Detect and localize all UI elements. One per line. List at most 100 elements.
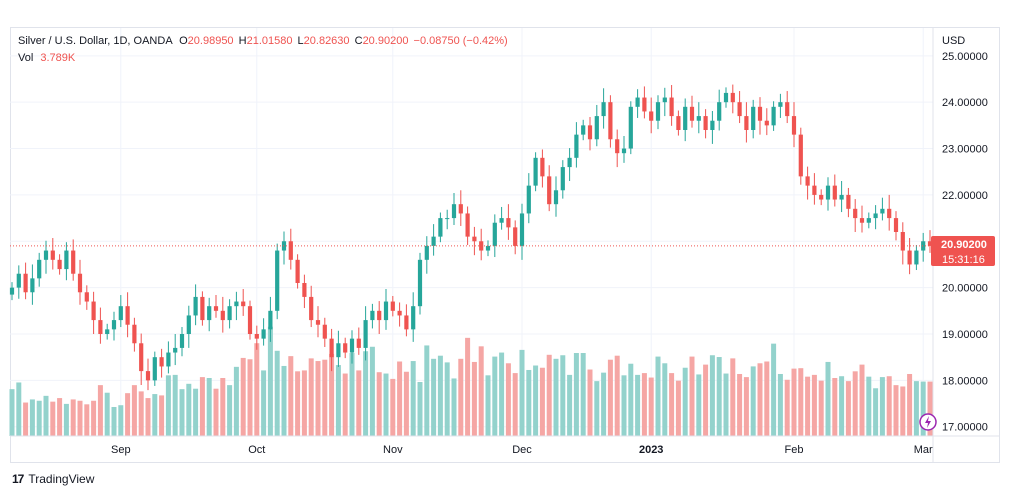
- candle-body: [914, 250, 919, 265]
- dividend-marker[interactable]: [919, 413, 937, 431]
- volume-bar: [29, 399, 35, 436]
- candle-body: [465, 213, 470, 237]
- volume-bar: [206, 378, 212, 436]
- volume-bar: [97, 385, 103, 436]
- candle-body: [57, 259, 62, 270]
- candle-body: [778, 102, 783, 107]
- candle-body: [717, 102, 722, 121]
- volume-bar: [519, 349, 525, 436]
- volume-bar: [186, 383, 192, 436]
- volume-bar: [682, 367, 688, 436]
- brand-footer[interactable]: 17 TradingView: [12, 472, 94, 486]
- candle-body: [757, 106, 763, 121]
- y-tick-label: 19.00000: [942, 329, 988, 341]
- volume-bar: [390, 378, 396, 436]
- volume-bar: [839, 376, 845, 436]
- y-tick-label: 20.00000: [942, 283, 988, 295]
- candle-body: [866, 218, 871, 223]
- volume-bar: [648, 377, 654, 436]
- currency-label: USD: [942, 35, 965, 47]
- volume-bar: [866, 376, 872, 436]
- x-tick-label: 2023: [639, 444, 663, 456]
- volume-bar: [397, 361, 403, 436]
- x-tick-label: Mar: [914, 444, 933, 456]
- candle-body: [98, 320, 103, 334]
- volume-bar: [594, 381, 600, 436]
- volume-bar: [335, 365, 341, 436]
- candle-body: [907, 250, 912, 265]
- candle-body: [798, 134, 803, 177]
- volume-bar: [845, 381, 851, 436]
- volume-bar: [635, 374, 641, 436]
- volume-bar: [757, 363, 763, 436]
- candle-body: [343, 343, 348, 353]
- candle-body: [397, 310, 402, 316]
- x-tick-label: Feb: [785, 444, 804, 456]
- candle-body: [819, 194, 824, 200]
- volume-bar: [444, 362, 450, 436]
- volume-bar: [920, 381, 926, 436]
- volume-bar: [893, 385, 899, 436]
- volume-bar: [811, 374, 817, 436]
- candle-body: [601, 102, 606, 117]
- volume-bar: [91, 400, 97, 436]
- candle-body: [689, 106, 695, 121]
- candle-body: [309, 296, 314, 321]
- candle-body: [594, 116, 599, 140]
- volume-bar: [669, 373, 675, 436]
- volume-bar: [315, 361, 321, 436]
- candle-body: [220, 310, 225, 321]
- volume-bar: [533, 365, 539, 436]
- volume-bar: [465, 337, 471, 436]
- volume-bar: [301, 370, 307, 436]
- symbol-title[interactable]: Silver / U.S. Dollar, 1D, OANDA: [18, 35, 173, 47]
- volume-bar: [363, 351, 369, 436]
- candle-body: [207, 306, 212, 321]
- time-axis[interactable]: Sep Oct Nov Dec 2023 Feb Mar: [10, 435, 1000, 456]
- candle-body: [118, 306, 123, 321]
- candle-body: [186, 315, 191, 334]
- candle-body: [506, 218, 511, 228]
- candle-body: [880, 208, 885, 214]
- candle-body: [628, 106, 633, 149]
- volume-bar: [227, 385, 233, 436]
- volume-bar: [233, 366, 239, 436]
- volume-bar: [485, 375, 491, 436]
- candle-body: [71, 250, 76, 274]
- candle-body: [805, 176, 810, 186]
- volume-bar: [560, 355, 566, 436]
- volume-bar: [437, 355, 443, 436]
- volume-bar: [478, 346, 484, 436]
- candle-body: [179, 334, 185, 348]
- volume-bar: [777, 373, 783, 436]
- candle-body: [581, 125, 586, 135]
- candle-body: [275, 250, 280, 311]
- candle-body: [64, 250, 69, 270]
- candle-body: [288, 241, 293, 260]
- volume-bar: [288, 356, 294, 436]
- candle-body: [540, 157, 545, 177]
- low-label: L: [297, 35, 304, 47]
- volume-bar: [818, 380, 824, 436]
- candle-body: [336, 343, 341, 358]
- candle-body: [560, 167, 565, 191]
- volume-value: 3.789K: [40, 52, 76, 64]
- volume-label[interactable]: Vol: [18, 52, 34, 64]
- candle-body: [302, 283, 307, 297]
- y-tick-label: 18.00000: [942, 375, 988, 387]
- lightning-icon: [925, 416, 931, 428]
- volume-bar: [240, 357, 246, 436]
- volume-bar: [709, 355, 715, 436]
- candle-body: [587, 125, 593, 140]
- chart-frame: [10, 27, 1000, 463]
- candle-body: [825, 185, 831, 200]
- candle-body: [268, 310, 273, 330]
- volume-bar: [499, 352, 505, 436]
- volume-bar: [84, 404, 90, 436]
- volume-bar: [689, 356, 695, 436]
- volume-bar: [43, 395, 49, 436]
- volume-bar: [927, 381, 933, 436]
- volume-bar: [805, 376, 811, 436]
- candles: [9, 84, 933, 391]
